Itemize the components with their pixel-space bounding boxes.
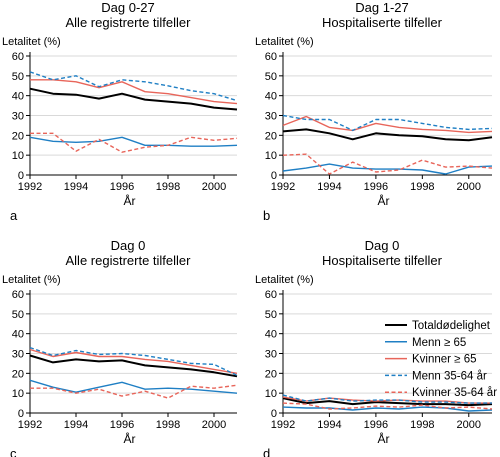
x-tick-label: 1992: [18, 181, 42, 193]
chart-title: Dag 0: [111, 238, 146, 253]
x-tick-label: 2000: [202, 419, 226, 431]
series-line-women-35-64: [30, 132, 238, 153]
y-tick-label: 50: [265, 71, 277, 83]
y-tick-label: 0: [271, 408, 277, 420]
y-axis-label: Letalitet (%): [2, 36, 61, 48]
y-tick-label: 40: [12, 329, 24, 341]
y-tick-label: 40: [265, 91, 277, 103]
x-tick-label: 2000: [202, 181, 226, 193]
y-tick-label: 40: [265, 329, 277, 341]
y-tick-label: 60: [265, 289, 277, 301]
y-tick-label: 50: [265, 309, 277, 321]
panel-letter: c: [10, 446, 17, 457]
legend: Totaldødelighet Menn ≥ 65 Kvinner ≥ 65 Menn…: [385, 320, 497, 399]
chart-title: Dag 0-27: [101, 0, 154, 15]
x-tick-label: 1998: [410, 419, 434, 431]
y-tick-label: 20: [12, 368, 24, 380]
y-tick-label: 10: [12, 150, 24, 162]
series-line-men-65: [29, 136, 238, 147]
x-axis-label: År: [378, 193, 390, 208]
x-tick-label: 2000: [457, 419, 481, 431]
x-axis-label: År: [124, 193, 136, 208]
y-tick-label: 40: [12, 91, 24, 103]
series-line-total: [282, 397, 493, 407]
y-tick-label: 60: [12, 289, 24, 301]
legend-label: Menn 35-64 år: [412, 370, 487, 382]
x-axis-label: År: [378, 431, 390, 446]
x-tick-label: 1992: [18, 419, 42, 431]
x-tick-label: 1994: [317, 181, 341, 193]
legend-label: Totaldødelighet: [412, 320, 491, 332]
series-line-women-35-64: [282, 402, 493, 410]
x-tick-label: 1998: [410, 181, 434, 193]
chart-subtitle: Hospitaliserte tilfeller: [322, 253, 443, 268]
chart-subtitle: Alle registrerte tilfeller: [66, 15, 192, 30]
series-line-men-65: [29, 379, 238, 394]
y-tick-label: 50: [12, 71, 24, 83]
y-tick-label: 60: [12, 51, 24, 63]
series-line-women-35-64: [30, 384, 238, 399]
y-tick-label: 20: [265, 130, 277, 142]
y-tick-label: 30: [265, 111, 277, 123]
x-axis-label: År: [124, 431, 136, 446]
x-tick-label: 1992: [271, 181, 295, 193]
x-tick-label: 1996: [110, 419, 134, 431]
y-axis-label: Letalitet (%): [255, 36, 314, 48]
x-tick-label: 1998: [156, 181, 180, 193]
x-tick-label: 1996: [110, 181, 134, 193]
x-tick-label: 1994: [317, 419, 341, 431]
x-tick-label: 1998: [156, 419, 180, 431]
x-tick-label: 1996: [364, 419, 388, 431]
y-tick-label: 30: [265, 349, 277, 361]
series-line-men-65: [282, 163, 493, 175]
series-line-total: [29, 354, 238, 378]
y-tick-label: 0: [18, 170, 24, 182]
chart-subtitle: Hospitaliserte tilfeller: [322, 15, 443, 30]
y-axis-label: Letalitet (%): [255, 274, 314, 286]
y-tick-label: 20: [265, 368, 277, 380]
series-line-men-35-64: [282, 394, 492, 404]
y-tick-label: 30: [12, 349, 24, 361]
legend-label: Kvinner ≥ 65: [412, 354, 477, 366]
x-tick-label: 1994: [64, 419, 88, 431]
y-tick-label: 20: [12, 130, 24, 142]
x-tick-label: 2000: [457, 181, 481, 193]
y-tick-label: 50: [12, 309, 24, 321]
y-tick-label: 0: [18, 408, 24, 420]
series-line-men-35-64: [29, 71, 238, 102]
x-tick-label: 1992: [271, 419, 295, 431]
y-tick-label: 30: [12, 111, 24, 123]
panel-letter: d: [263, 446, 270, 457]
legend-label: Kvinner 35-64 år: [412, 387, 497, 399]
series-line-men-35-64: [29, 346, 238, 376]
series-line-men-65: [282, 406, 493, 412]
x-tick-label: 1994: [64, 181, 88, 193]
y-axis-label: Letalitet (%): [2, 274, 61, 286]
panel-letter: b: [263, 208, 270, 223]
x-tick-label: 1996: [364, 181, 388, 193]
series-line-total: [282, 128, 493, 142]
y-tick-label: 10: [265, 150, 277, 162]
y-tick-label: 0: [271, 170, 277, 182]
y-tick-label: 60: [265, 51, 277, 63]
chart-title: Dag 0: [365, 238, 400, 253]
chart-subtitle: Alle registrerte tilfeller: [66, 253, 192, 268]
series-line-women-65: [29, 348, 238, 374]
y-tick-label: 10: [265, 388, 277, 400]
series-line-women-65: [30, 79, 238, 105]
chart-title: Dag 1-27: [355, 0, 408, 15]
series-line-men-35-64: [282, 114, 493, 132]
panel-letter: a: [10, 208, 18, 223]
series-line-women-65: [282, 115, 493, 134]
series-line-total: [29, 87, 238, 111]
y-tick-label: 10: [12, 388, 24, 400]
legend-label: Menn ≥ 65: [412, 337, 466, 349]
series-line-women-35-64: [282, 153, 493, 175]
